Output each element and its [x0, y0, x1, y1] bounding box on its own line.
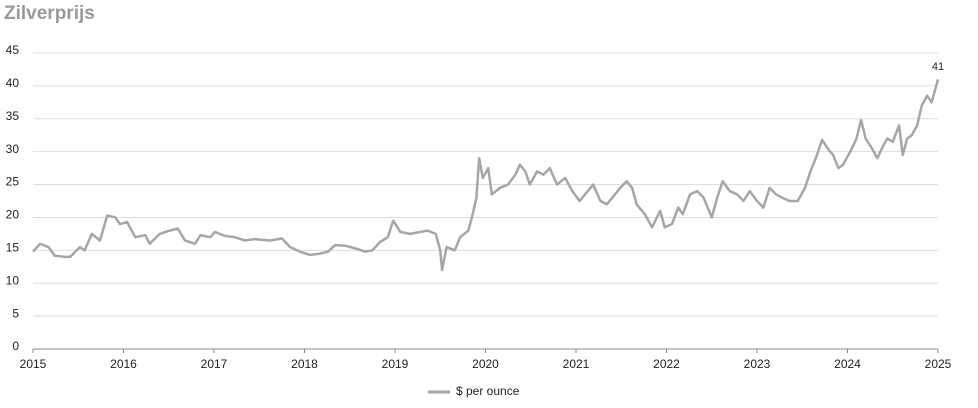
y-tick-label: 35 [6, 109, 20, 123]
x-tick-label: 2017 [201, 357, 228, 371]
x-tick-label: 2022 [653, 357, 680, 371]
x-tick-label: 2023 [744, 357, 771, 371]
y-tick-label: 20 [6, 208, 20, 222]
x-tick-label: 2021 [563, 357, 590, 371]
x-tick-label: 2019 [382, 357, 409, 371]
y-tick-label: 0 [12, 339, 19, 353]
x-tick-label: 2020 [472, 357, 499, 371]
y-tick-label: 45 [6, 43, 20, 57]
y-tick-label: 10 [6, 273, 20, 287]
y-tick-label: 40 [6, 76, 20, 90]
x-tick-label: 2016 [110, 357, 137, 371]
x-tick-label: 2024 [834, 357, 861, 371]
y-tick-label: 5 [12, 306, 19, 320]
x-tick-label: 2015 [20, 357, 47, 371]
legend-label: $ per ounce [456, 384, 520, 398]
y-tick-label: 25 [6, 175, 20, 189]
chart-title: Zilverprijs [4, 3, 95, 24]
price-line [32, 78, 940, 272]
y-tick-label: 15 [6, 241, 20, 255]
x-tick-label: 2025 [925, 357, 952, 371]
value-label: 41 [932, 61, 944, 73]
x-tick-label: 2018 [291, 357, 318, 371]
y-tick-label: 30 [6, 142, 20, 156]
